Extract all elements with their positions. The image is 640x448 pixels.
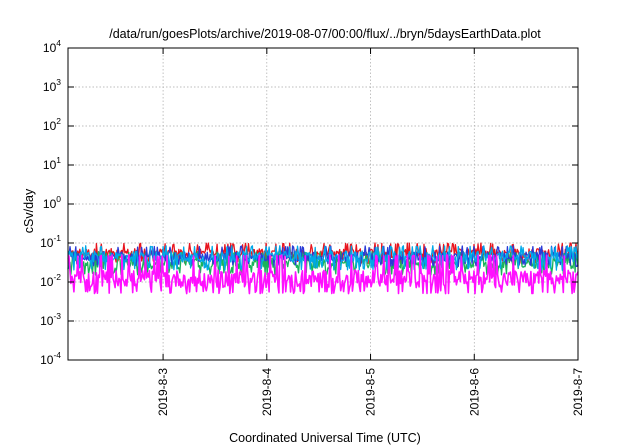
y-tick-label: 104	[43, 38, 61, 55]
y-tick-exponent: -4	[53, 350, 61, 360]
series-line-5	[67, 254, 579, 295]
y-tick-base: 10	[40, 236, 54, 250]
series-group	[67, 242, 579, 295]
chart-title: /data/run/goesPlots/archive/2019-08-07/0…	[109, 27, 541, 41]
y-tick-base: 10	[40, 353, 54, 367]
x-tick-label: 2019-8-3	[156, 368, 170, 416]
x-tick-label: 2019-8-6	[467, 368, 481, 416]
x-axis-label: Coordinated Universal Time (UTC)	[229, 431, 421, 445]
y-tick-label: 10-1	[40, 233, 61, 250]
y-tick-base: 10	[43, 197, 57, 211]
y-tick-label: 102	[43, 116, 61, 133]
grid	[68, 48, 578, 360]
y-tick-base: 10	[40, 275, 54, 289]
x-tick-label: 2019-8-7	[571, 368, 585, 416]
y-tick-exponent: 2	[56, 116, 61, 126]
y-tick-base: 10	[43, 119, 57, 133]
y-tick-base: 10	[43, 158, 57, 172]
y-tick-exponent: 1	[56, 155, 61, 165]
y-tick-label: 101	[43, 155, 61, 172]
y-tick-exponent: 0	[56, 194, 61, 204]
y-tick-label: 10-3	[40, 311, 61, 328]
x-tick-label: 2019-8-5	[364, 368, 378, 416]
y-tick-base: 10	[43, 80, 57, 94]
y-axis-label: cSv/day	[22, 188, 36, 233]
y-tick-base: 10	[40, 314, 54, 328]
y-tick-label: 10-2	[40, 272, 61, 289]
plot-frame	[67, 47, 579, 361]
y-tick-exponent: 4	[56, 38, 61, 48]
y-tick-label: 10-4	[40, 350, 61, 367]
y-tick-label: 103	[43, 77, 61, 94]
y-tick-base: 10	[43, 41, 57, 55]
y-tick-exponent: 3	[56, 77, 61, 87]
y-tick-exponent: -2	[53, 272, 61, 282]
y-tick-exponent: -3	[53, 311, 61, 321]
y-tick-exponent: -1	[53, 233, 61, 243]
y-tick-label: 100	[43, 194, 61, 211]
x-tick-label: 2019-8-4	[260, 368, 274, 416]
